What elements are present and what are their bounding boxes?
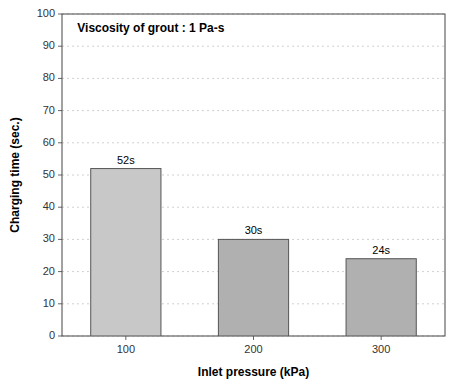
y-tick <box>58 142 62 143</box>
y-tick-label: 40 <box>43 200 55 212</box>
plot-frame <box>62 14 445 336</box>
y-tick <box>58 175 62 176</box>
page: {"chart_data": {"type": "bar", "title": … <box>0 0 461 388</box>
x-tick <box>125 336 126 340</box>
bar <box>218 239 288 336</box>
y-tick-label: 90 <box>43 39 55 51</box>
y-tick <box>58 239 62 240</box>
x-tick-label: 300 <box>372 343 390 355</box>
y-tick-label: 50 <box>43 168 55 180</box>
y-tick <box>58 14 62 15</box>
y-tick-label: 0 <box>49 329 55 341</box>
data-label: 24s <box>372 244 390 256</box>
y-tick-label: 20 <box>43 265 55 277</box>
data-labels: 52s 30s 24s <box>117 154 391 256</box>
bars <box>91 169 417 336</box>
y-tick-label: 70 <box>43 104 55 116</box>
y-tick <box>58 271 62 272</box>
x-tick-label: 100 <box>117 343 135 355</box>
x-tick <box>253 336 254 340</box>
chart: 0 10 20 30 40 50 60 70 80 90 100 100 200 300 52s 30s 24s… <box>0 0 461 388</box>
x-tick-label: 200 <box>244 343 262 355</box>
chart-container: 0 10 20 30 40 50 60 70 80 90 100 100 200 300 52s 30s 24s… <box>0 0 461 388</box>
y-tick-label: 60 <box>43 136 55 148</box>
bar <box>91 169 161 336</box>
data-label: 30s <box>245 224 263 236</box>
y-axis-label: Charging time (sec.) <box>8 117 22 232</box>
y-tick-label: 30 <box>43 232 55 244</box>
title: Viscosity of grout : 1 Pa-s <box>77 21 224 35</box>
y-tick-label: 100 <box>37 7 55 19</box>
grid-line <box>62 78 445 79</box>
y-tick <box>58 207 62 208</box>
x-tick <box>381 336 382 340</box>
x-axis-label: Inlet pressure (kPa) <box>198 365 309 379</box>
y-tick <box>58 78 62 79</box>
grid-line <box>62 142 445 143</box>
grid-line <box>62 110 445 111</box>
y-tick-label: 80 <box>43 71 55 83</box>
y-tick <box>58 336 62 337</box>
grid <box>62 14 445 336</box>
grid-line <box>62 46 445 47</box>
data-label: 52s <box>117 154 135 166</box>
axes: 0 10 20 30 40 50 60 70 80 90 100 100 200 300 <box>37 7 445 355</box>
y-tick-label: 10 <box>43 297 55 309</box>
y-tick <box>58 110 62 111</box>
y-tick <box>58 303 62 304</box>
y-tick <box>58 46 62 47</box>
bar <box>346 259 416 336</box>
